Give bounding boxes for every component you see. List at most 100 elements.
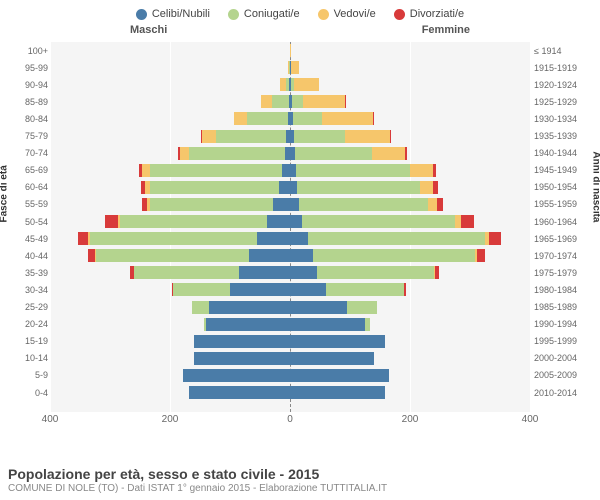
bar-segment [303, 95, 345, 108]
pyramid-chart: Fasce di età Anni di nascita 0-45-910-14… [0, 42, 600, 442]
female-bar [290, 283, 530, 296]
legend-label: Divorziati/e [410, 8, 464, 20]
bar-segment [308, 232, 485, 245]
age-label: 75-79 [4, 131, 48, 141]
birth-label: 1980-1984 [534, 285, 594, 295]
bar-segment [297, 181, 420, 194]
bar-segment [292, 95, 303, 108]
bar-segment [293, 112, 322, 125]
bar-segment [489, 232, 501, 245]
male-bar [50, 78, 290, 91]
male-bar [50, 335, 290, 348]
bar-segment [345, 95, 346, 108]
birth-label: 1940-1944 [534, 148, 594, 158]
female-bar [290, 215, 530, 228]
female-bar [290, 249, 530, 262]
bar-segment [405, 147, 407, 160]
legend-label: Coniugati/e [244, 8, 300, 20]
birth-label: 2000-2004 [534, 353, 594, 363]
birth-label: 1975-1979 [534, 268, 594, 278]
bar-segment [134, 266, 239, 279]
bar-segment [290, 181, 297, 194]
bar-segment [347, 301, 377, 314]
bar-segment [150, 198, 273, 211]
bar-segment [294, 130, 345, 143]
age-label: 50-54 [4, 217, 48, 227]
gender-headers: Maschi Femmine [0, 24, 600, 42]
bar-segment [209, 301, 290, 314]
birth-label: 1960-1964 [534, 217, 594, 227]
legend-item: Celibi/Nubili [136, 8, 210, 20]
birth-label: 1950-1954 [534, 182, 594, 192]
bar-segment [290, 318, 365, 331]
bar-segment [420, 181, 433, 194]
bar-segment [435, 266, 439, 279]
chart-source: COMUNE DI NOLE (TO) - Dati ISTAT 1° genn… [8, 483, 387, 494]
age-label: 55-59 [4, 199, 48, 209]
female-bar [290, 232, 530, 245]
bar-segment [290, 232, 308, 245]
bar-segment [372, 147, 405, 160]
x-axis: 4002000200400 [50, 414, 530, 430]
pyramid-row [50, 164, 530, 177]
x-tick: 200 [402, 414, 419, 425]
male-bar [50, 352, 290, 365]
female-bar [290, 266, 530, 279]
age-label: 40-44 [4, 251, 48, 261]
pyramid-row [50, 283, 530, 296]
bar-segment [192, 301, 209, 314]
age-label: 10-14 [4, 353, 48, 363]
footer: Popolazione per età, sesso e stato civil… [8, 466, 387, 494]
male-bar [50, 318, 290, 331]
bar-segment [105, 215, 118, 228]
pyramid-row [50, 147, 530, 160]
bar-segment [150, 181, 279, 194]
age-label: 20-24 [4, 319, 48, 329]
x-tick: 400 [522, 414, 539, 425]
male-bar [50, 61, 290, 74]
bar-segment [345, 130, 390, 143]
birth-label: 1930-1934 [534, 114, 594, 124]
header-females: Femmine [422, 24, 470, 36]
bar-segment [296, 164, 410, 177]
bar-segment [326, 283, 404, 296]
bar-segment [230, 283, 290, 296]
bar-segment [194, 335, 290, 348]
male-bar [50, 198, 290, 211]
age-label: 65-69 [4, 165, 48, 175]
female-bar [290, 78, 530, 91]
bar-segment [282, 164, 290, 177]
header-males: Maschi [130, 24, 167, 36]
age-label: 100+ [4, 46, 48, 56]
age-label: 5-9 [4, 370, 48, 380]
female-bar [290, 369, 530, 382]
age-label: 15-19 [4, 336, 48, 346]
male-bar [50, 130, 290, 143]
pyramid-row [50, 369, 530, 382]
birth-label: 1955-1959 [534, 199, 594, 209]
pyramid-row [50, 112, 530, 125]
bar-segment [290, 386, 385, 399]
bar-segment [322, 112, 373, 125]
birth-label: 1915-1919 [534, 63, 594, 73]
bar-segment [249, 249, 290, 262]
bar-segment [247, 112, 288, 125]
age-label: 30-34 [4, 285, 48, 295]
birth-label: 1925-1929 [534, 97, 594, 107]
age-label: 95-99 [4, 63, 48, 73]
bar-segment [290, 352, 374, 365]
male-bar [50, 147, 290, 160]
plot-area [50, 42, 530, 412]
female-bar [290, 61, 530, 74]
birth-label: 2005-2009 [534, 370, 594, 380]
female-bar [290, 181, 530, 194]
legend-swatch [136, 9, 147, 20]
age-label: 80-84 [4, 114, 48, 124]
bar-segment [239, 266, 290, 279]
bar-segment [290, 215, 302, 228]
x-tick: 200 [162, 414, 179, 425]
birth-label: 1965-1969 [534, 234, 594, 244]
male-bar [50, 301, 290, 314]
legend-item: Divorziati/e [394, 8, 464, 20]
bar-segment [234, 112, 247, 125]
